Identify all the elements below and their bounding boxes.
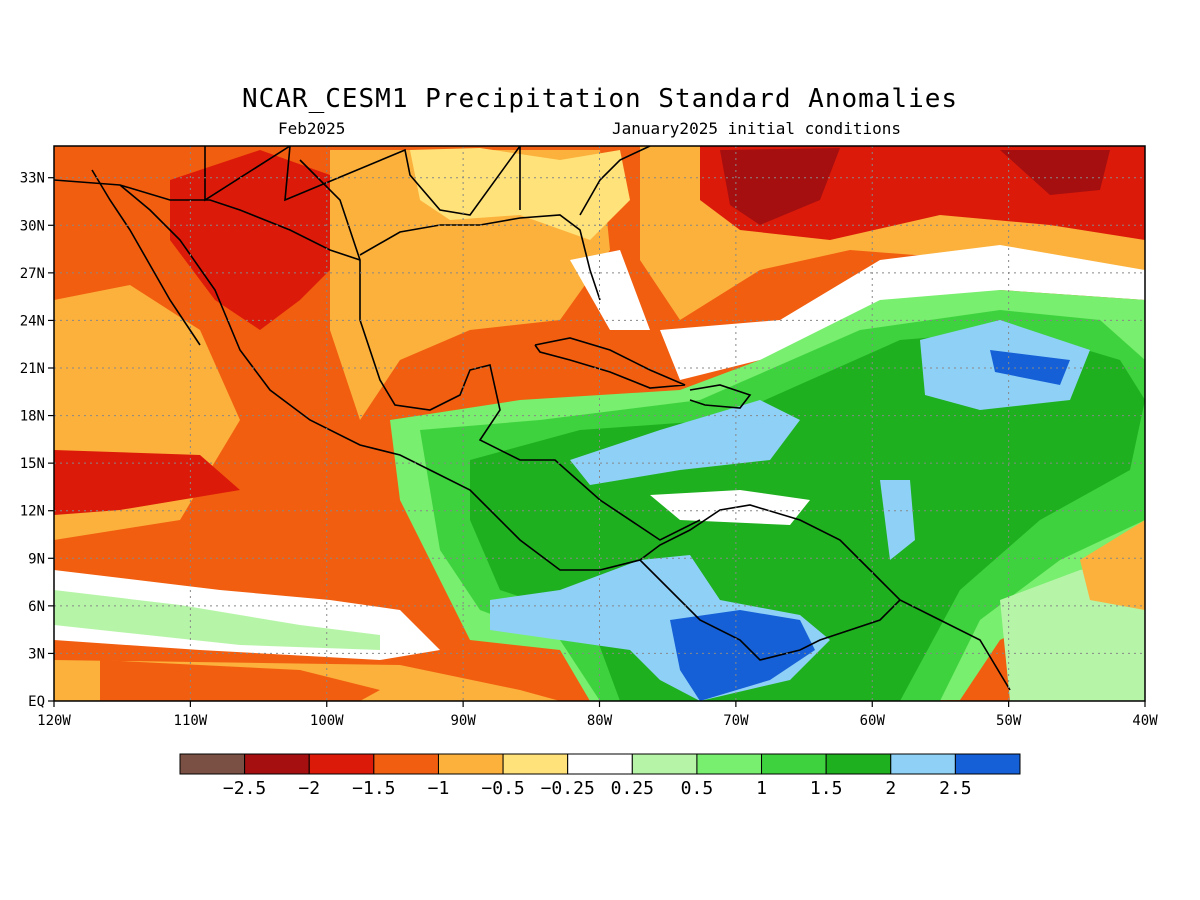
- lon-tick-label: 80W: [587, 713, 613, 729]
- colorbar-swatch: [954, 753, 1021, 775]
- us-mexico-border: [54, 179, 361, 261]
- south-america-interior-border: [639, 559, 901, 661]
- caribbean-blue-pocket: [570, 400, 800, 485]
- colorbar: −2.5 −2 −1.5 −1 −0.5 −0.25 0.25 0.5 1 1.5 2 2.5: [179, 753, 1021, 799]
- colorbar-label: 1.5: [810, 778, 843, 799]
- colorbar-swatch: [567, 753, 633, 775]
- lat-tick-label: 12N: [20, 504, 45, 520]
- lat-tick-label: 18N: [20, 409, 45, 425]
- colorbar-label: −1.5: [352, 778, 395, 799]
- colorbar-label: −0.5: [481, 778, 524, 799]
- colorbar-label: 2.5: [939, 778, 972, 799]
- colorbar-swatch: [890, 753, 956, 775]
- lat-tick-label: 30N: [20, 218, 45, 234]
- latitude-axis: EQ 3N 6N 9N 12N 15N 18N 21N 24N 27N 30N 33N: [20, 171, 54, 710]
- lon-tick-label: 40W: [1132, 713, 1158, 729]
- lat-tick-label: 9N: [28, 551, 45, 567]
- lon-tick-label: 120W: [37, 713, 71, 729]
- colorbar-swatch: [437, 753, 504, 775]
- lat-tick-label: 24N: [20, 313, 45, 329]
- colorbar-label: 0.25: [611, 778, 654, 799]
- lat-tick-label: 3N: [28, 646, 45, 662]
- gulf-coast: [299, 159, 701, 541]
- lat-tick-label: EQ: [28, 694, 45, 710]
- amazon-dark-blue: [670, 610, 815, 701]
- lat-tick-label: 27N: [20, 266, 45, 282]
- lat-tick-label: 15N: [20, 456, 45, 472]
- colorbar-swatch: [244, 753, 310, 775]
- us-east-coast: [579, 146, 651, 216]
- lon-tick-label: 90W: [450, 713, 476, 729]
- colorbar-swatch: [825, 753, 892, 775]
- chart-title: NCAR_CESM1 Precipitation Standard Anomal…: [241, 84, 959, 114]
- east-atlantic-dry-pocket: [1080, 520, 1145, 610]
- initial-conditions-label: January2025 initial conditions: [612, 119, 901, 138]
- lon-tick-label: 70W: [723, 713, 749, 729]
- equator-pacific-dryer: [100, 660, 380, 701]
- state-borders: [204, 146, 521, 216]
- colorbar-label: 1: [756, 778, 767, 799]
- lat-tick-label: 21N: [20, 361, 45, 377]
- colorbar-swatch: [696, 753, 763, 775]
- itcz-slight-wet: [54, 590, 380, 650]
- atlantic-dark-blue-pocket: [990, 350, 1070, 385]
- colorbar-swatch: [373, 753, 439, 775]
- venezuela-coast-neutral: [650, 490, 810, 525]
- lon-tick-label: 110W: [174, 713, 208, 729]
- colorbar-label: 2: [885, 778, 896, 799]
- forecast-month: Feb2025: [278, 119, 346, 138]
- longitude-axis: 120W 110W 100W 90W 80W 70W 60W 50W 40W: [37, 701, 1158, 729]
- lat-tick-label: 6N: [28, 599, 45, 615]
- lon-tick-label: 60W: [860, 713, 886, 729]
- colorbar-swatch: [502, 753, 569, 775]
- south-america-north-coast: [599, 504, 1011, 691]
- baja-coast: [91, 169, 201, 346]
- pacific-strong-dry: [54, 450, 240, 515]
- us-gulf-coast: [359, 214, 601, 301]
- colorbar-label: −1: [428, 778, 450, 799]
- colorbar-label: −2: [298, 778, 320, 799]
- north-atlantic-core-dry-east: [1000, 150, 1110, 195]
- colorbar-label: −2.5: [223, 778, 266, 799]
- colorbar-label: 0.5: [681, 778, 714, 799]
- guiana-blue-pocket: [880, 480, 915, 560]
- mexico-pacific-coast: [119, 184, 600, 571]
- cuba-outline: [534, 337, 686, 389]
- colorbar-label: −0.25: [541, 778, 595, 799]
- gridlines: [54, 146, 1145, 701]
- north-atlantic-core-dry: [720, 148, 840, 225]
- map-layer: [54, 146, 1145, 701]
- lon-tick-label: 50W: [996, 713, 1022, 729]
- lon-tick-label: 100W: [310, 713, 344, 729]
- lat-tick-label: 33N: [20, 171, 45, 187]
- hispaniola-outline: [689, 384, 752, 409]
- colorbar-swatch: [308, 753, 375, 775]
- coastlines: [54, 146, 1011, 691]
- colorbar-swatch: [631, 753, 698, 775]
- colorbar-swatch: [761, 753, 827, 775]
- colorbar-swatch: [179, 753, 246, 775]
